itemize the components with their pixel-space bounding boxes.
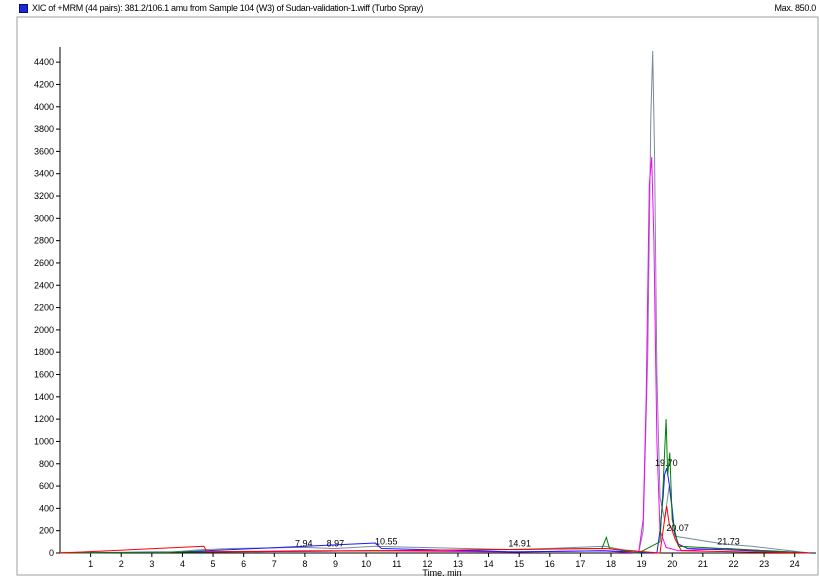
y-tick-label: 3200	[34, 191, 54, 201]
y-tick-label: 3400	[34, 169, 54, 179]
x-tick-label: 13	[453, 559, 463, 569]
x-tick-label: 1	[88, 559, 93, 569]
peak-label: 8.97	[327, 539, 345, 549]
x-tick-label: 10	[361, 559, 371, 569]
y-tick-label: 3600	[34, 146, 54, 156]
x-tick-label: 19	[637, 559, 647, 569]
series-line-2	[59, 156, 811, 554]
x-tick-label: 12	[422, 559, 432, 569]
x-tick-label: 8	[302, 559, 307, 569]
y-tick-label: 4200	[34, 79, 54, 89]
x-tick-label: 20	[667, 559, 677, 569]
y-tick-label: 1000	[34, 436, 54, 446]
y-tick-label: 3000	[34, 213, 54, 223]
x-tick-label: 7	[272, 559, 277, 569]
series-line-5	[59, 506, 811, 554]
x-tick-label: 21	[698, 559, 708, 569]
y-tick-label: 2400	[34, 280, 54, 290]
x-tick-label: 22	[728, 559, 738, 569]
y-tick-label: 1400	[34, 392, 54, 402]
y-tick-label: 800	[39, 459, 54, 469]
y-tick-label: 600	[39, 481, 54, 491]
y-tick-label: 4400	[34, 57, 54, 67]
y-tick-label: 2000	[34, 325, 54, 335]
y-tick-label: 2200	[34, 303, 54, 313]
x-tick-label: 3	[149, 559, 154, 569]
peak-label: 19.70	[655, 458, 678, 468]
y-tick-label: 1800	[34, 347, 54, 357]
y-tick-label: 0	[49, 548, 54, 558]
x-tick-label: 17	[575, 559, 585, 569]
plot-frame	[16, 16, 819, 576]
series-line-3	[59, 468, 811, 554]
max-intensity-label: Max. 850.0	[774, 3, 816, 13]
series-line-4	[59, 419, 811, 554]
peak-label: 7.94	[295, 539, 313, 549]
x-tick-label: 4	[180, 559, 185, 569]
x-axis-label: Time, min	[422, 568, 461, 576]
y-tick-label: 2800	[34, 236, 54, 246]
x-tick-label: 16	[545, 559, 555, 569]
x-tick-label: 24	[790, 559, 800, 569]
x-tick-label: 5	[211, 559, 216, 569]
x-tick-label: 6	[241, 559, 246, 569]
peak-label: 14.91	[508, 539, 531, 549]
y-tick-label: 2600	[34, 258, 54, 268]
y-tick-label: 4000	[34, 102, 54, 112]
peak-label: 20.07	[666, 523, 689, 533]
x-tick-label: 18	[606, 559, 616, 569]
peak-label: 10.55	[375, 536, 398, 546]
y-tick-label: 400	[39, 503, 54, 513]
y-tick-label: 1200	[34, 414, 54, 424]
y-tick-label: 200	[39, 526, 54, 536]
x-tick-label: 23	[759, 559, 769, 569]
x-tick-label: 15	[514, 559, 524, 569]
legend-swatch	[19, 4, 28, 13]
series-line-1	[60, 50, 811, 554]
y-tick-label: 3800	[34, 124, 54, 134]
x-tick-label: 11	[392, 559, 401, 569]
x-tick-label: 2	[119, 559, 124, 569]
peak-label: 21.73	[717, 536, 740, 546]
chart-title: XIC of +MRM (44 pairs): 381.2/106.1 amu …	[32, 3, 424, 13]
x-tick-label: 14	[484, 559, 494, 569]
y-tick-label: 1600	[34, 370, 54, 380]
x-tick-label: 9	[333, 559, 338, 569]
